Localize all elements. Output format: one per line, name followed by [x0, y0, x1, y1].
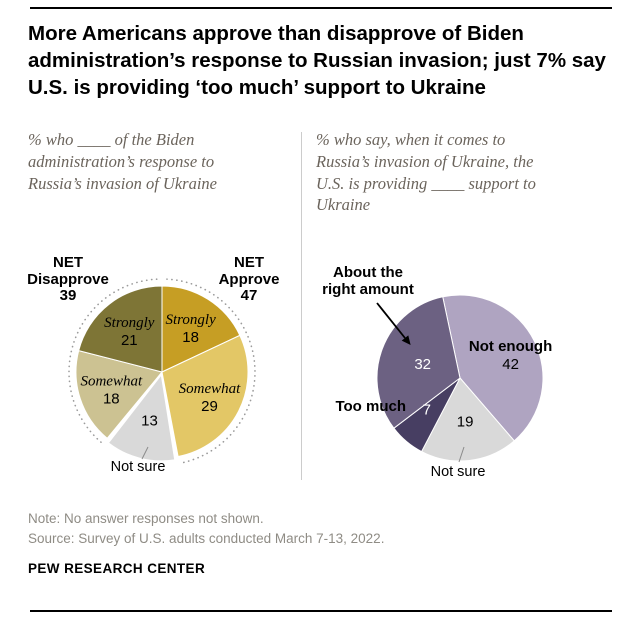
- slice-label: Somewhat: [179, 381, 241, 397]
- right-panel-subtitle: % who say, when it comes to Russia’s inv…: [316, 130, 536, 215]
- right-not-sure-label: Not sure: [430, 464, 486, 480]
- slice-label: 13: [141, 413, 158, 430]
- slice-label: 19: [457, 414, 474, 431]
- net-disapprove-callout: NET Disapprove 39: [20, 254, 116, 305]
- net-disapprove-value: 39: [59, 287, 77, 304]
- pie-0-slice-strongly-approve: [161, 285, 241, 373]
- slice-label: 18: [103, 391, 120, 408]
- chart-title: More Americans approve than disapprove o…: [28, 22, 606, 100]
- bottom-border-rule: [30, 610, 612, 612]
- label-connector-line: [458, 446, 465, 463]
- about-label-line2: right amount: [322, 280, 414, 298]
- slice-label: Not enough: [469, 338, 552, 355]
- chart-note: Note: No answer responses not shown.: [28, 511, 264, 526]
- pie-0-slice-somewhat-approve: [161, 334, 249, 458]
- net-approve-callout: NET Approve 47: [214, 254, 284, 305]
- pew-research-center-brand: PEW RESEARCH CENTER: [28, 561, 206, 576]
- about-right-amount-label: About the right amount: [310, 264, 426, 298]
- slice-label: Strongly: [165, 312, 216, 328]
- pie-0-slice-strongly-disapprove: [78, 285, 163, 373]
- slice-label: 21: [121, 332, 138, 349]
- slice-label: Strongly: [104, 315, 155, 331]
- net-dotted-arc: [68, 278, 158, 443]
- net-approve-word: Approve: [218, 270, 280, 288]
- slice-label: 18: [182, 329, 199, 346]
- left-panel-subtitle: % who ____ of the Biden administration’s…: [28, 130, 217, 193]
- net-approve-prefix: NET: [234, 254, 264, 271]
- net-disapprove-word: Disapprove: [27, 270, 109, 288]
- left-not-sure-label: Not sure: [110, 459, 166, 475]
- pie-0-slice-not-sure: [107, 373, 176, 462]
- slice-label: Somewhat: [80, 374, 142, 390]
- about-arrow-line: [376, 302, 406, 339]
- net-disapprove-prefix: NET: [53, 254, 83, 271]
- net-dotted-arc: [166, 278, 256, 465]
- slice-label: 42: [502, 356, 519, 373]
- too-much-label: Too much: [335, 398, 406, 415]
- panel-divider: [301, 132, 302, 480]
- pie-1-slice-not-enough: [442, 294, 544, 442]
- label-connector-line: [141, 446, 149, 460]
- about-label-line1: About the: [333, 264, 403, 281]
- slice-label: 29: [201, 398, 218, 415]
- net-approve-value: 47: [240, 287, 258, 304]
- pie-0-slice-somewhat-disapprove: [75, 350, 163, 439]
- slice-label: 7: [423, 401, 431, 418]
- pie-1-slice-not-sure: [420, 377, 515, 462]
- chart-source: Source: Survey of U.S. adults conducted …: [28, 531, 385, 546]
- slice-label: 32: [414, 356, 431, 373]
- top-border-rule: [30, 7, 612, 9]
- about-arrow-head: [401, 335, 411, 346]
